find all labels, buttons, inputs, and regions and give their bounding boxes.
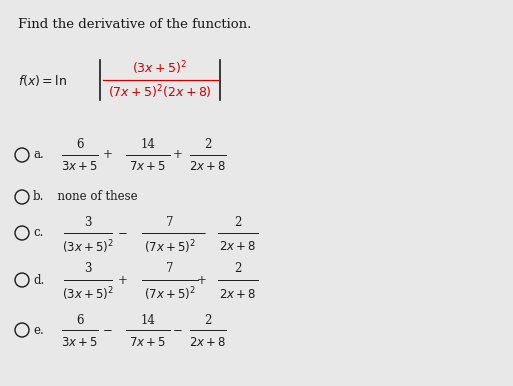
Text: a.: a. [33, 149, 44, 161]
Text: −: − [197, 227, 207, 239]
Text: $(3x+5)^2$: $(3x+5)^2$ [62, 238, 114, 256]
Text: 14: 14 [141, 139, 155, 151]
Text: $7x+5$: $7x+5$ [129, 161, 167, 173]
Text: $(7x+5)^2$: $(7x+5)^2$ [144, 285, 196, 303]
Text: 14: 14 [141, 313, 155, 327]
Text: 6: 6 [76, 313, 84, 327]
Text: $(3x+5)^2$: $(3x+5)^2$ [62, 285, 114, 303]
Text: c.: c. [33, 227, 44, 239]
Text: e.: e. [33, 323, 44, 337]
Text: −: − [173, 323, 183, 337]
Text: $3x+5$: $3x+5$ [62, 161, 98, 173]
Text: 7: 7 [166, 215, 174, 229]
Text: $(7x+5)^2(2x+8)$: $(7x+5)^2(2x+8)$ [108, 83, 212, 101]
Text: $f(x) = \mathrm{ln}$: $f(x) = \mathrm{ln}$ [18, 73, 67, 88]
Text: $(7x+5)^2$: $(7x+5)^2$ [144, 238, 196, 256]
Text: $2x+8$: $2x+8$ [219, 240, 256, 254]
Text: 2: 2 [234, 262, 242, 276]
Text: +: + [173, 149, 183, 161]
Text: $2x+8$: $2x+8$ [219, 288, 256, 300]
Text: $3x+5$: $3x+5$ [62, 335, 98, 349]
Text: $7x+5$: $7x+5$ [129, 335, 167, 349]
Text: 2: 2 [204, 313, 212, 327]
Text: 2: 2 [204, 139, 212, 151]
Text: 2: 2 [234, 215, 242, 229]
Text: 7: 7 [166, 262, 174, 276]
Text: $(3x+5)^2$: $(3x+5)^2$ [132, 59, 188, 77]
Text: 3: 3 [84, 215, 92, 229]
Text: 3: 3 [84, 262, 92, 276]
Text: +: + [103, 149, 113, 161]
Text: 6: 6 [76, 139, 84, 151]
Text: +: + [118, 274, 128, 286]
Text: Find the derivative of the function.: Find the derivative of the function. [18, 18, 251, 31]
Text: b.: b. [33, 191, 45, 203]
Text: +: + [197, 274, 207, 286]
Text: d.: d. [33, 274, 44, 286]
Text: $2x+8$: $2x+8$ [189, 161, 227, 173]
Text: $2x+8$: $2x+8$ [189, 335, 227, 349]
Text: −: − [118, 227, 128, 239]
Text: none of these: none of these [50, 191, 137, 203]
Text: −: − [103, 323, 113, 337]
